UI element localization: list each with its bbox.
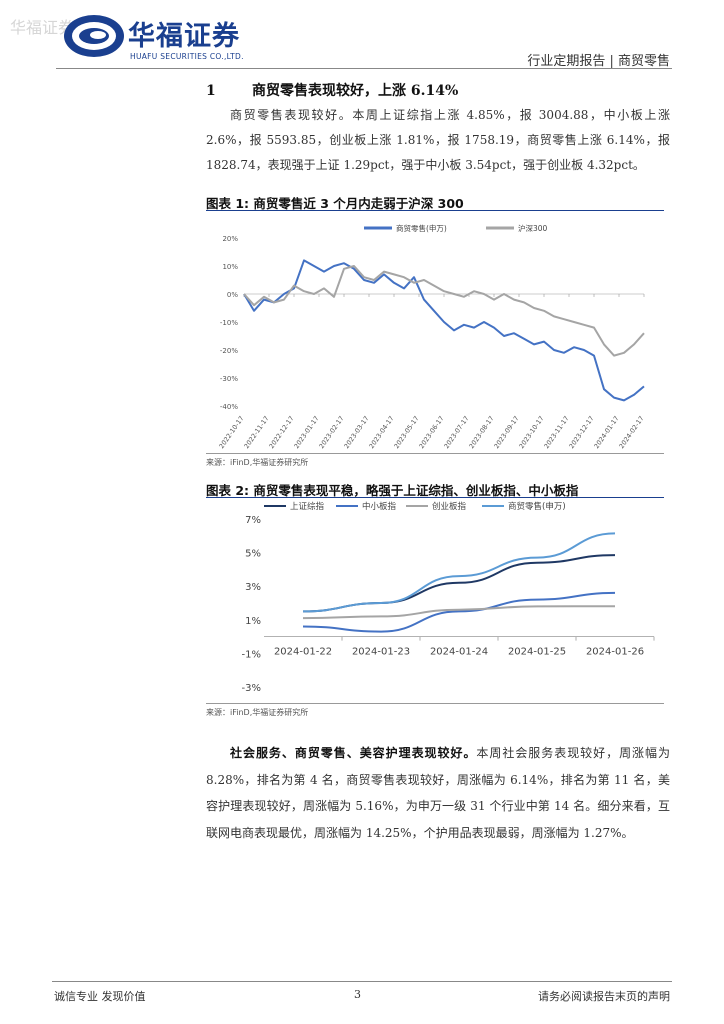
chart1-legend-label: 沪深300 — [518, 223, 548, 233]
chart2-y-tick-label: -3% — [242, 683, 261, 694]
chart1-x-tick-label: 2023-07-17 — [442, 415, 470, 451]
figure1-title-rule — [206, 210, 664, 211]
summary-body: 本周社会服务表现较好，周涨幅为 8.28%，排名为第 4 名，商贸零售表现较好，… — [206, 746, 670, 840]
chart2-x-tick-label: 2024-01-23 — [352, 647, 410, 658]
header-divider — [56, 68, 672, 69]
summary-paragraph: 社会服务、商贸零售、美容护理表现较好。本周社会服务表现较好，周涨幅为 8.28%… — [206, 740, 670, 846]
chart2-legend-label: 中小板指 — [362, 501, 397, 512]
chart1-series — [243, 259, 645, 402]
section-paragraph: 商贸零售表现较好。本周上证综指上涨 4.85%，报 3004.88，中小板上涨 … — [206, 108, 670, 172]
chart1-series-line-1 — [243, 259, 645, 402]
chart2-x-tick-label: 2024-01-22 — [274, 647, 332, 658]
section-title: 商贸零售表现较好，上涨 6.14% — [252, 83, 459, 99]
chart1-y-ticks: 20% 10% 0% -10% -20% -30% -40% — [220, 235, 238, 411]
chart1-x-tick-label: 2022-11-17 — [242, 415, 270, 451]
chart2-x-tick-label: 2024-01-25 — [508, 647, 566, 658]
chart2-y-tick-label: 1% — [245, 616, 261, 627]
figure1-title: 图表 1: 商贸零售近 3 个月内走弱于沪深 300 — [206, 196, 464, 211]
chart1-x-tick-label: 2022-10-17 — [217, 415, 245, 451]
chart1-x-tick-label: 2023-02-17 — [317, 415, 345, 451]
brand-name-cn: 华福证券 — [128, 21, 240, 52]
chart1-y-tick-label: -30% — [220, 375, 238, 383]
chart1-x-tick-label: 2023-06-17 — [417, 415, 445, 451]
figure2-source: 来源：iFinD,华福证券研究所 — [206, 708, 309, 717]
figure2-title-rule — [206, 497, 664, 498]
chart2-series-line-3 — [302, 605, 616, 620]
chart1-x-tick-label: 2024-01-17 — [592, 415, 620, 451]
chart1-legend-label: 商贸零售(申万) — [396, 223, 447, 233]
chart2-series-line-2 — [302, 591, 616, 633]
chart1-x-tick-label: 2023-11-17 — [542, 415, 570, 451]
chart1-x-tick-label: 2024-02-17 — [617, 415, 645, 451]
footer-slogan: 诚信专业 发现价值 — [54, 990, 146, 1003]
chart1-y-tick-label: 10% — [222, 263, 238, 271]
figure2-title: 图表 2: 商贸零售表现平稳，略强于上证综指、创业板指、中小板指 — [206, 483, 579, 498]
chart2-x-tick-label: 2024-01-24 — [430, 647, 488, 658]
brand-name-en: HUAFU SECURITIES CO.,LTD. — [130, 52, 244, 61]
chart1-y-tick-label: 20% — [222, 235, 238, 243]
chart1-series-line-2 — [243, 265, 645, 357]
section-heading: 1 商贸零售表现较好，上涨 6.14% — [206, 80, 458, 100]
chart1-y-tick-label: -40% — [220, 403, 238, 411]
chart2-series-line-1 — [302, 554, 616, 613]
figure1-source: 来源：iFinD,华福证券研究所 — [206, 458, 309, 467]
chart1-y-tick-label: 0% — [227, 291, 238, 299]
chart2-y-tick-label: -1% — [242, 649, 261, 660]
figure2-chart: 7%5%3%1%-1%-3% 2024-01-22 2024-01-23 2024-… — [242, 501, 655, 694]
chart2-x-ticks: 2024-01-22 2024-01-23 2024-01-24 2024-01-25… — [264, 636, 655, 658]
chart2-legend-label: 商贸零售(申万) — [508, 501, 566, 512]
chart2-legend-label: 创业板指 — [432, 501, 467, 512]
chart1-x-tick-label: 2023-04-17 — [367, 415, 395, 451]
chart2-y-tick-label: 3% — [245, 582, 261, 593]
chart1-x-tick-label: 2023-12-17 — [567, 415, 595, 451]
chart2-legend: 上证综指 中小板指 创业板指 商贸零售(申万) — [264, 501, 566, 512]
chart2-legend-label: 上证综指 — [290, 501, 325, 512]
chart1-x-tick-label: 2023-01-17 — [292, 415, 320, 451]
chart2-series-line-4 — [302, 532, 616, 613]
chart2-y-tick-label: 7% — [245, 515, 261, 526]
footer-divider — [52, 981, 672, 982]
chart1-x-tick-label: 2023-08-17 — [467, 415, 495, 451]
figure2-source-rule — [206, 703, 664, 704]
watermark-text: 华福证券 — [10, 18, 75, 37]
chart1-x-tick-label: 2023-05-17 — [392, 415, 420, 451]
report-category: 行业定期报告 | 商贸零售 — [527, 54, 670, 69]
chart1-x-ticks: 2022-10-172022-11-172022-12-172023-01-17… — [217, 294, 646, 451]
chart2-x-tick-label: 2024-01-26 — [586, 647, 644, 658]
chart2-y-tick-label: 5% — [245, 549, 261, 560]
chart1-y-tick-label: -10% — [220, 319, 238, 327]
chart2-series — [302, 532, 616, 633]
chart2-y-ticks: 7% 5% 3% 1% -1% -3% — [242, 515, 261, 694]
chart1-x-tick-label: 2023-10-17 — [517, 415, 545, 451]
footer-disclaimer: 请务必阅读报告末页的声明 — [538, 990, 670, 1003]
page-number: 3 — [354, 988, 361, 1001]
chart1-x-tick-label: 2023-09-17 — [492, 415, 520, 451]
chart1-legend: 商贸零售(申万) 沪深300 — [364, 223, 548, 233]
summary-lead: 社会服务、商贸零售、美容护理表现较好。 — [230, 746, 477, 760]
chart1-x-tick-label: 2022-12-17 — [267, 415, 295, 451]
huafu-logo-icon — [64, 15, 124, 57]
chart1-y-tick-label: -20% — [220, 347, 238, 355]
section-number: 1 — [206, 83, 216, 99]
figure1-chart: 20%10%0%-10%-20%-30%-40% 2022-10-172022-… — [217, 223, 646, 451]
figure1-source-rule — [206, 453, 664, 454]
chart1-x-tick-label: 2023-03-17 — [342, 415, 370, 451]
